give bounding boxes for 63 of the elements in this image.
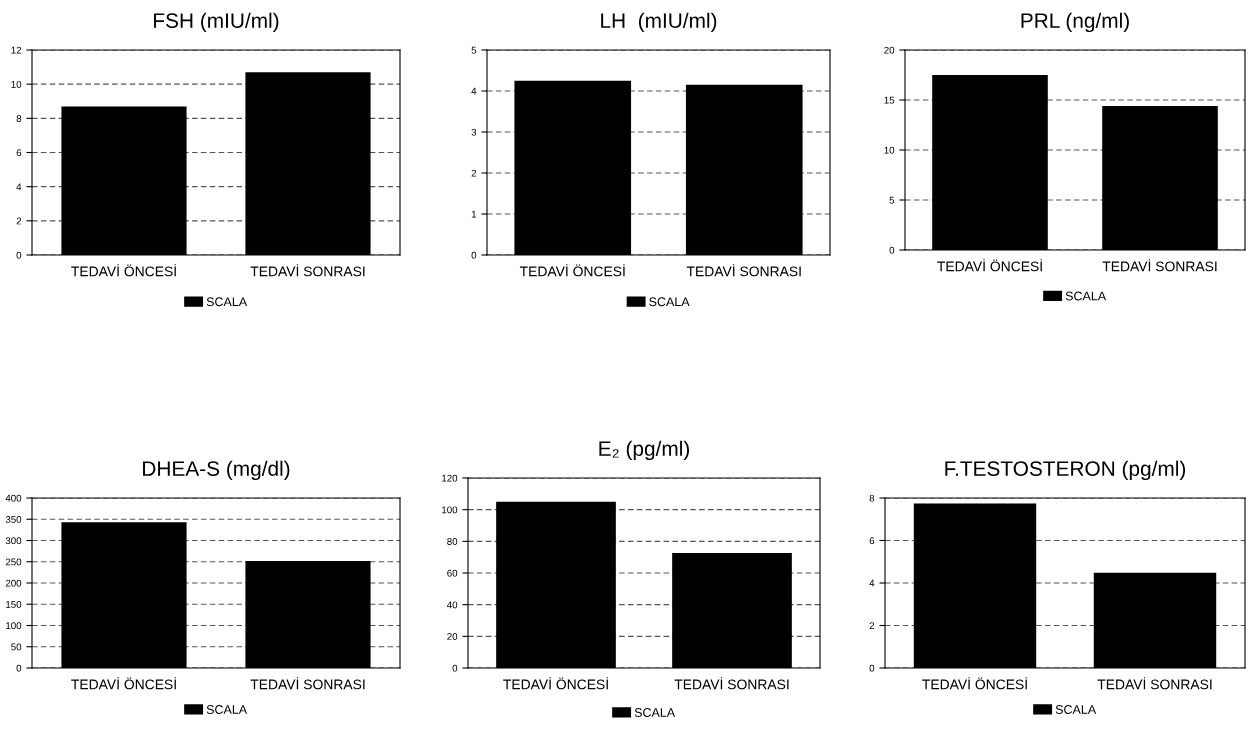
x-tick-label: TEDAVİ SONRASI (250, 264, 365, 277)
legend-label: SCALA (206, 297, 248, 307)
y-tick-label: 0 (16, 251, 22, 259)
legend-label: SCALA (649, 297, 690, 307)
x-tick-label: TEDAVİ ÖNCESİ (922, 677, 1027, 690)
y-tick-label: 50 (11, 643, 22, 651)
y-tick-label: 250 (5, 558, 22, 566)
y-tick-label: 4 (471, 87, 477, 95)
y-tick-label: 100 (6, 622, 22, 630)
y-tick-label: 350 (5, 515, 22, 523)
x-tick-label: TEDAVİ ÖNCESİ (937, 259, 1042, 272)
x-tick-label: TEDAVİ ÖNCESİ (71, 677, 176, 690)
y-tick-label: 0 (889, 246, 895, 254)
y-tick-label: 2 (471, 169, 477, 177)
y-tick-label: 60 (447, 569, 458, 577)
x-tick-label: TEDAVİ SONRASI (686, 264, 801, 277)
y-tick-label: 80 (447, 538, 458, 545)
y-tick-label: 0 (16, 664, 22, 672)
y-tick-label: 300 (5, 537, 22, 545)
x-tick-label: TEDAVİ ÖNCESİ (519, 264, 625, 277)
x-tick-label: TEDAVİ SONRASI (250, 677, 365, 690)
x-tick-label: TEDAVİ SONRASI (674, 677, 789, 690)
y-tick-label: 150 (6, 600, 22, 608)
x-tick-label: TEDAVİ SONRASI (1097, 677, 1212, 690)
y-tick-label: 120 (442, 474, 458, 482)
y-tick-label: 10 (884, 146, 895, 154)
y-tick-label: 10 (11, 80, 22, 88)
x-tick-label: TEDAVİ ÖNCESİ (71, 264, 176, 277)
y-tick-label: 200 (5, 579, 22, 587)
chart-title: E₂ (pg/ml) (599, 440, 689, 461)
y-tick-label: 15 (884, 96, 895, 104)
chart-title: PRL (ng/ml) (1021, 12, 1129, 33)
y-tick-label: 2 (16, 217, 22, 225)
chart-title: F.TESTOSTERON (pg/ml) (945, 460, 1186, 481)
x-tick-label: TEDAVİ SONRASI (1102, 259, 1217, 272)
y-tick-label: 0 (452, 664, 458, 672)
y-tick-label: 0 (869, 664, 875, 672)
y-tick-label: 5 (889, 196, 895, 204)
y-tick-label: 0 (471, 251, 477, 259)
y-tick-label: 400 (5, 494, 22, 502)
y-tick-label: 4 (869, 579, 875, 587)
chart-title: FSH (mIU/ml) (154, 12, 279, 33)
legend-label: SCALA (634, 708, 676, 717)
y-tick-label: 3 (471, 128, 477, 136)
y-tick-label: 6 (869, 537, 875, 545)
y-tick-label: 100 (442, 506, 458, 514)
y-tick-label: 5 (471, 46, 477, 54)
y-tick-label: 20 (884, 46, 895, 54)
y-tick-label: 6 (16, 149, 22, 157)
y-tick-label: 1 (471, 210, 477, 218)
legend-label: SCALA (1065, 291, 1107, 301)
chart-title: LH (mIU/ml) (601, 12, 717, 33)
legend-label: SCALA (206, 705, 248, 714)
y-tick-label: 8 (16, 115, 22, 122)
y-tick-label: 2 (869, 622, 875, 630)
chart-title: DHEA-S (mg/dl) (143, 460, 290, 481)
y-tick-label: 4 (16, 183, 22, 191)
x-tick-label: TEDAVİ ÖNCESİ (503, 677, 608, 690)
y-tick-label: 12 (11, 46, 22, 54)
legend-label: SCALA (1055, 705, 1097, 714)
y-tick-label: 20 (447, 633, 458, 640)
y-tick-label: 8 (869, 494, 875, 502)
y-tick-label: 40 (446, 601, 458, 609)
